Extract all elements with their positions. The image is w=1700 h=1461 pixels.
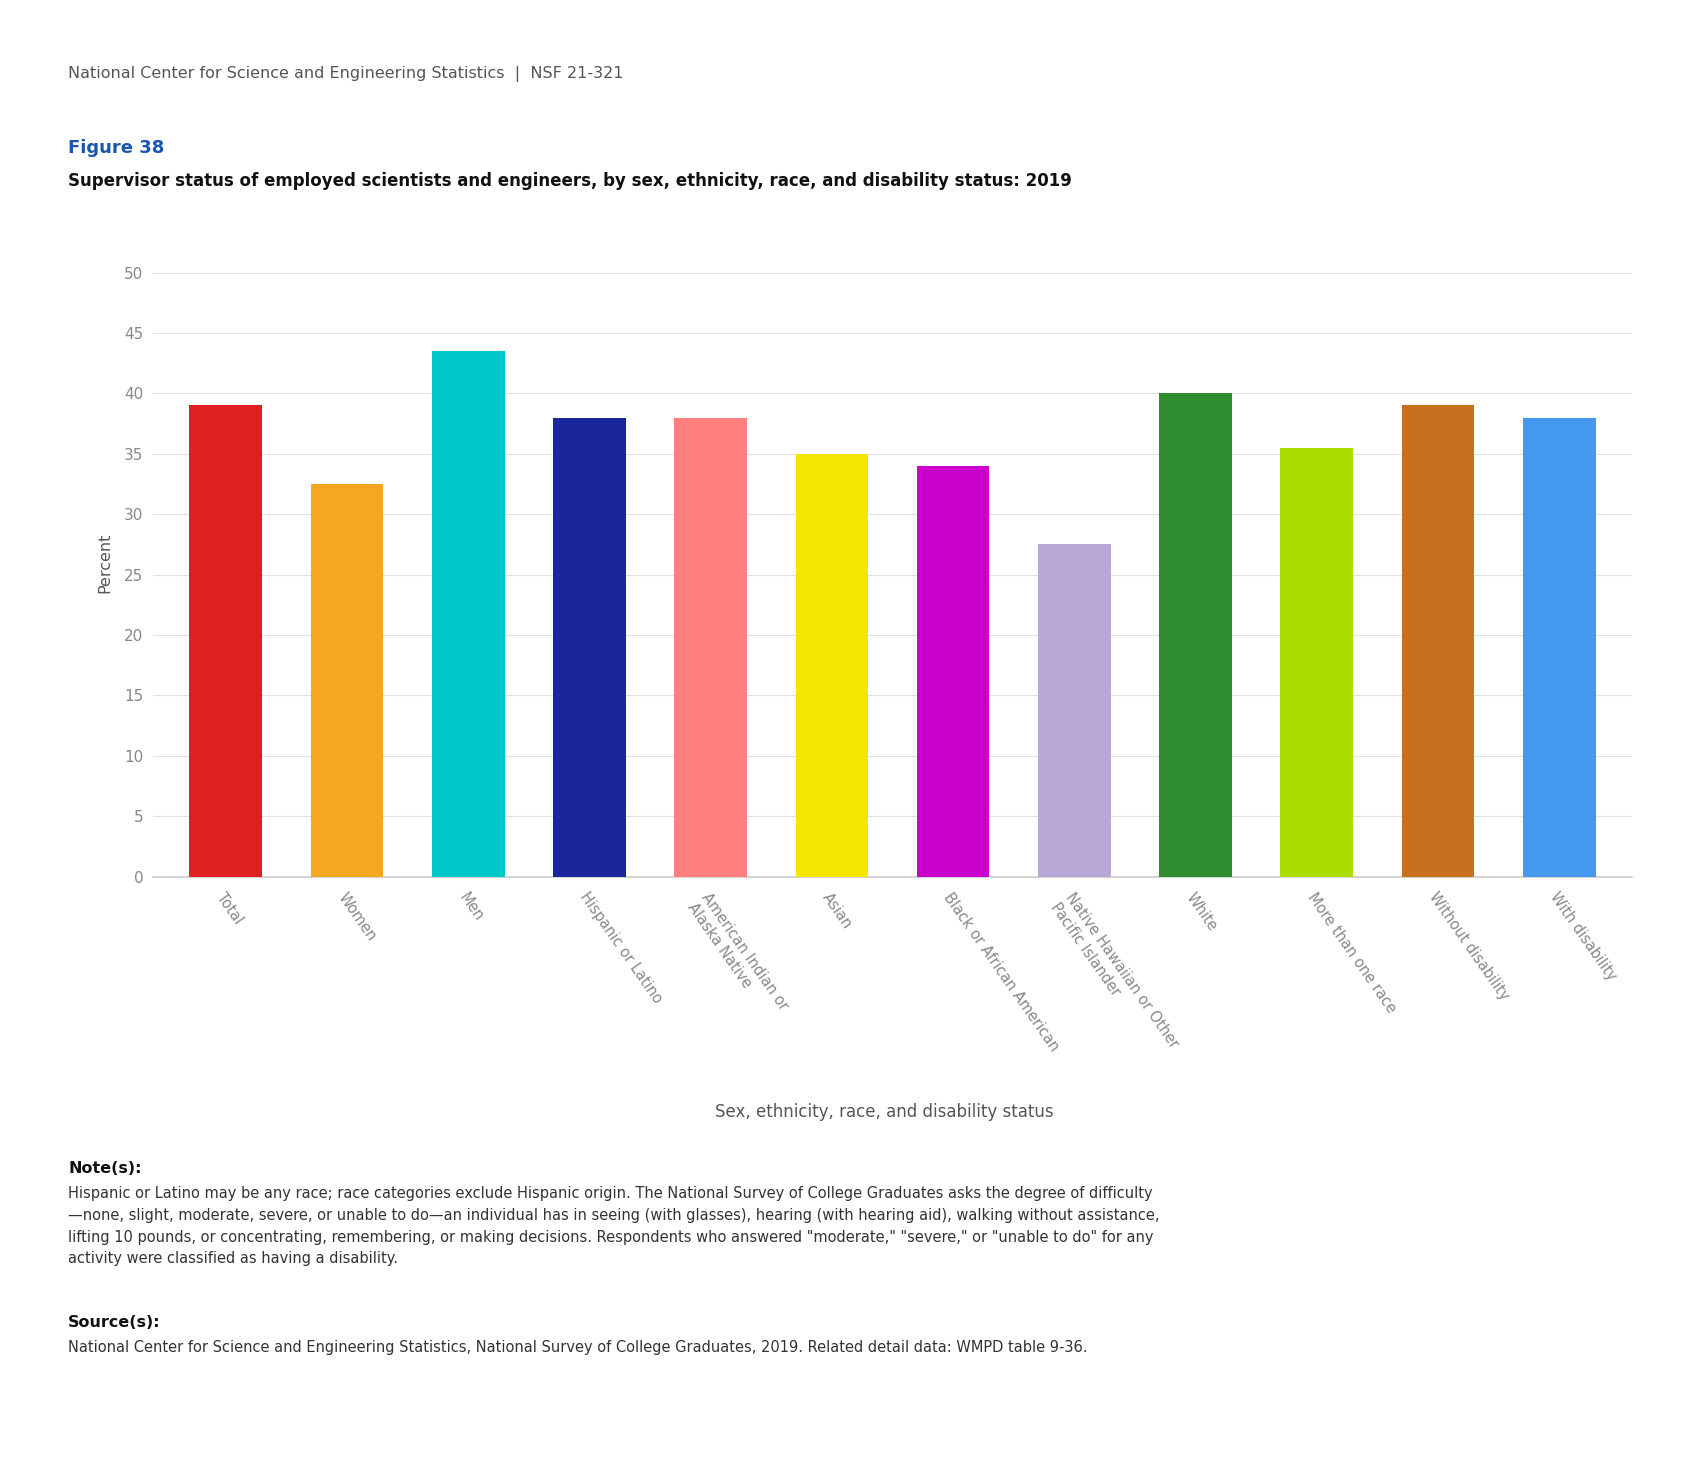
Bar [1523,418,1596,877]
Text: Source(s):: Source(s): [68,1315,160,1330]
Bar [1039,545,1110,877]
Y-axis label: Percent: Percent [99,532,112,593]
Text: National Center for Science and Engineering Statistics  |  NSF 21-321: National Center for Science and Engineer… [68,66,624,82]
Bar [552,418,626,877]
Bar [432,351,505,877]
Bar [1402,405,1474,877]
Bar [796,454,869,877]
Bar [1280,447,1353,877]
Text: Hispanic or Latino may be any race; race categories exclude Hispanic origin. The: Hispanic or Latino may be any race; race… [68,1186,1159,1267]
Text: National Center for Science and Engineering Statistics, National Survey of Colle: National Center for Science and Engineer… [68,1340,1088,1354]
Bar [1159,393,1232,877]
Bar [675,418,746,877]
Text: Supervisor status of employed scientists and engineers, by sex, ethnicity, race,: Supervisor status of employed scientists… [68,172,1073,190]
Bar [311,484,382,877]
Bar [916,466,989,877]
Text: Sex, ethnicity, race, and disability status: Sex, ethnicity, race, and disability sta… [714,1103,1054,1121]
Text: Note(s):: Note(s): [68,1161,141,1176]
Text: Figure 38: Figure 38 [68,139,165,156]
Bar [189,405,262,877]
